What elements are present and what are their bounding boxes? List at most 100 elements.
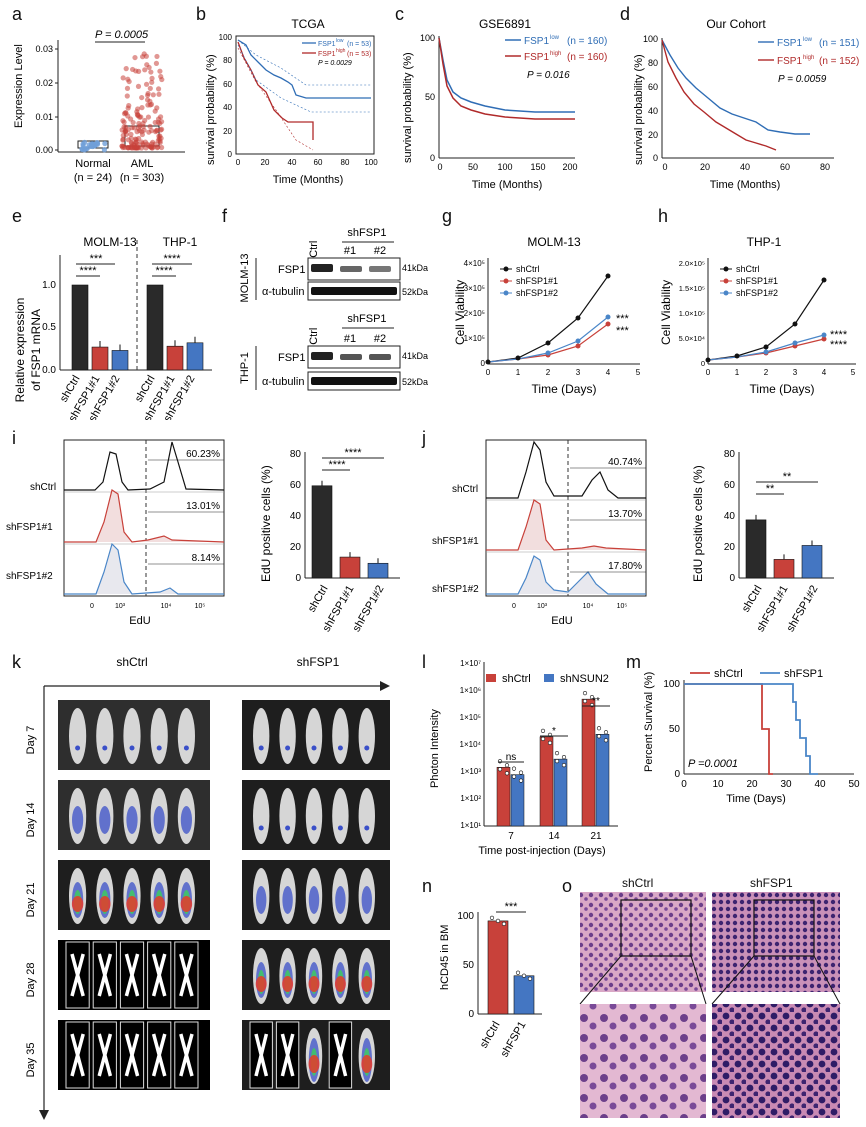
- svg-text:shCtrl: shCtrl: [516, 264, 540, 274]
- a-point: [144, 97, 151, 103]
- panel-b-chart: TCGA 0 20 40 60 80 100 0 20 40 60 80 100 Time …: [205, 17, 378, 186]
- svg-text:10⁴: 10⁴: [583, 603, 594, 610]
- a-point: [143, 81, 150, 87]
- svg-text:40: 40: [223, 103, 232, 112]
- b-xlabel: Time (Months): [273, 174, 344, 186]
- k-signal: [361, 1055, 373, 1073]
- k-mouse: [150, 708, 168, 764]
- a-point: [138, 145, 145, 151]
- k-signal: [361, 976, 373, 992]
- svg-text:0: 0: [512, 603, 516, 610]
- panel-label-d: d: [620, 4, 631, 24]
- l-bar: [581, 698, 596, 827]
- k-signal: [72, 806, 84, 834]
- svg-text:**: **: [592, 696, 600, 707]
- svg-text:shFSP1#2: shFSP1#2: [736, 288, 778, 298]
- svg-text:FSP1: FSP1: [278, 264, 306, 276]
- k-signal: [126, 896, 138, 912]
- o-label-shctrl: shCtrl: [622, 876, 654, 890]
- panel-i-chart: 60.23% 13.01% 8.14% shCtrl shFSP1#1 shFS…: [6, 439, 400, 634]
- svg-text:41kDa: 41kDa: [402, 351, 428, 361]
- k-cross-mark: [70, 1033, 85, 1077]
- k-signal: [337, 825, 343, 831]
- svg-text:Day 14: Day 14: [25, 803, 37, 838]
- svg-text:10⁵: 10⁵: [617, 603, 628, 610]
- l-point: [497, 759, 503, 764]
- a-point: [101, 147, 108, 153]
- e-bar: [71, 284, 89, 371]
- a-point: [147, 102, 153, 108]
- k-cross-mark: [280, 1033, 295, 1077]
- a-point: [146, 129, 152, 135]
- svg-text:1.0: 1.0: [42, 280, 56, 291]
- svg-text:0: 0: [90, 603, 94, 610]
- svg-text:0: 0: [430, 153, 435, 163]
- svg-text:FSP1: FSP1: [777, 56, 802, 67]
- svg-text:Time (Days): Time (Days): [532, 382, 597, 396]
- svg-text:shCtrl: shCtrl: [306, 584, 331, 615]
- svg-text:0.5: 0.5: [42, 322, 56, 333]
- svg-text:100: 100: [420, 33, 435, 43]
- svg-text:50: 50: [848, 779, 860, 790]
- svg-text:high: high: [336, 48, 346, 54]
- svg-text:1×10⁴: 1×10⁴: [460, 740, 482, 749]
- k-mouse: [305, 708, 323, 764]
- panel-f-blots: shCtrl shFSP1 #1 #2 FSP1 α-tubulin 41kDa…: [239, 227, 428, 391]
- svg-text:EdU positive cells (%): EdU positive cells (%): [691, 465, 705, 582]
- l-point: [511, 774, 517, 779]
- c-title: GSE6891: [479, 17, 531, 31]
- svg-text:THP-1: THP-1: [747, 235, 782, 249]
- svg-text:****: ****: [830, 339, 848, 351]
- n-bar: [513, 975, 535, 1015]
- l-point: [554, 751, 560, 756]
- svg-text:60: 60: [648, 82, 658, 92]
- k-signal: [285, 745, 291, 751]
- a-point: [119, 143, 125, 149]
- svg-text:FSP1: FSP1: [278, 352, 306, 364]
- svg-text:hCD45 in BM: hCD45 in BM: [439, 925, 451, 990]
- a-point: [83, 146, 89, 152]
- k-signal: [285, 825, 291, 831]
- svg-text:Time post-injection (Days): Time post-injection (Days): [478, 845, 605, 857]
- svg-text:40: 40: [290, 511, 302, 522]
- svg-text:80: 80: [724, 449, 736, 460]
- k-signal: [364, 825, 370, 831]
- k-cross-mark: [124, 953, 140, 997]
- k-cross-mark: [97, 953, 113, 997]
- a-point: [144, 62, 150, 68]
- k-signal: [129, 745, 135, 751]
- k-signal: [337, 745, 343, 751]
- k-cross-mark: [70, 953, 85, 997]
- a-point: [133, 144, 139, 151]
- a-point: [157, 120, 163, 127]
- a-point: [120, 132, 126, 138]
- panel-label-g: g: [442, 206, 453, 226]
- n-point: [495, 918, 501, 924]
- a-point: [143, 53, 149, 59]
- a-point: [129, 145, 135, 151]
- a-point: [155, 86, 162, 92]
- k-signal: [282, 886, 293, 914]
- l-point: [596, 726, 602, 731]
- a-ytick: 0.02: [35, 78, 53, 88]
- svg-text:60: 60: [780, 162, 790, 172]
- svg-text:THP-1: THP-1: [163, 235, 198, 249]
- svg-text:1: 1: [516, 368, 521, 377]
- svg-text:***: ***: [505, 901, 519, 913]
- panel-k-imaging: shCtrl shFSP1 Day 7 Day 14 Day 21 Day 28…: [25, 655, 390, 1120]
- e-bar: [166, 345, 184, 371]
- k-signal: [75, 745, 81, 751]
- a-point: [123, 66, 129, 72]
- svg-text:0: 0: [701, 359, 705, 368]
- a-point: [157, 138, 163, 144]
- k-signal: [361, 886, 372, 914]
- a-point: [126, 78, 132, 85]
- l-bar: [539, 736, 554, 827]
- n-point: [521, 973, 527, 978]
- k-signal: [282, 976, 294, 992]
- svg-text:0: 0: [295, 573, 301, 584]
- svg-text:*: *: [552, 726, 556, 737]
- svg-text:0: 0: [437, 162, 442, 172]
- svg-text:Relative expression: Relative expression: [13, 298, 27, 403]
- a-point: [102, 140, 108, 147]
